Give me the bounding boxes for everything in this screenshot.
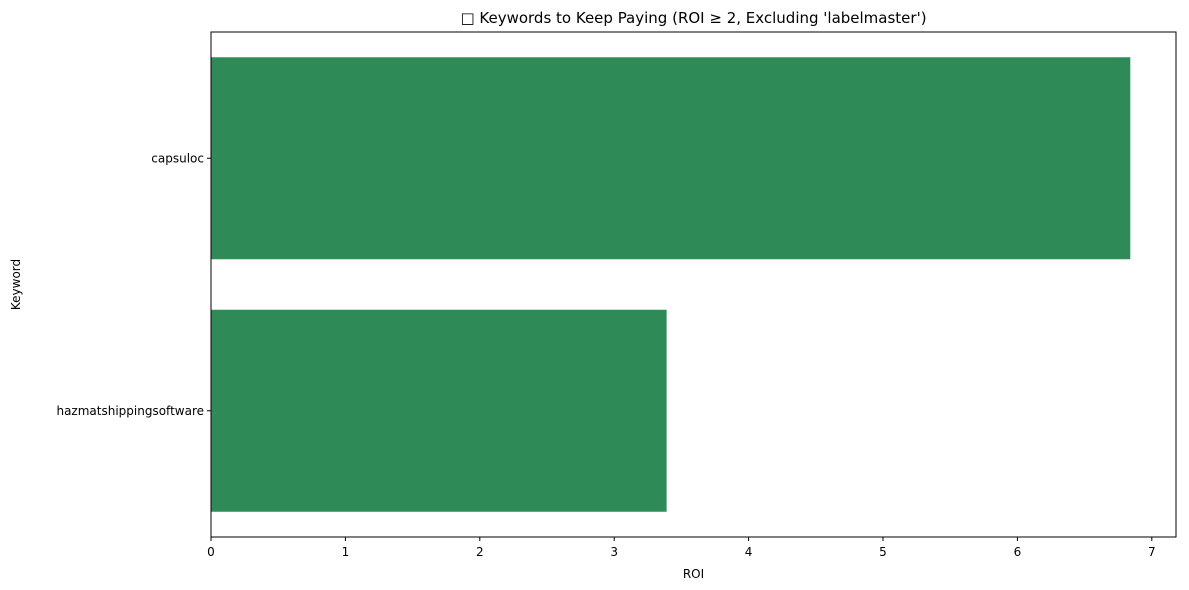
x-tick-label: 7	[1148, 545, 1156, 559]
x-axis-label: ROI	[683, 567, 704, 581]
bars-layer	[211, 57, 1131, 512]
y-tick-label: hazmatshippingsoftware	[56, 404, 204, 418]
x-tick-label: 4	[745, 545, 753, 559]
chart-title: □ Keywords to Keep Paying (ROI ≥ 2, Excl…	[460, 9, 926, 27]
bar-capsuloc	[211, 57, 1131, 260]
x-tick-label: 2	[476, 545, 484, 559]
y-tick-label: capsuloc	[151, 151, 204, 165]
x-tick-label: 3	[610, 545, 618, 559]
y-axis-label: Keyword	[9, 259, 23, 310]
x-tick-label: 0	[207, 545, 215, 559]
x-tick-label: 1	[342, 545, 350, 559]
x-tick-label: 5	[879, 545, 887, 559]
x-tick-label: 6	[1014, 545, 1022, 559]
ticks-layer: capsuloc hazmatshippingsoftware 0 1 2 3 4 5 6 7	[56, 151, 1155, 559]
bar-hazmatshippingsoftware	[211, 309, 667, 512]
plot-frame	[210, 31, 1177, 538]
